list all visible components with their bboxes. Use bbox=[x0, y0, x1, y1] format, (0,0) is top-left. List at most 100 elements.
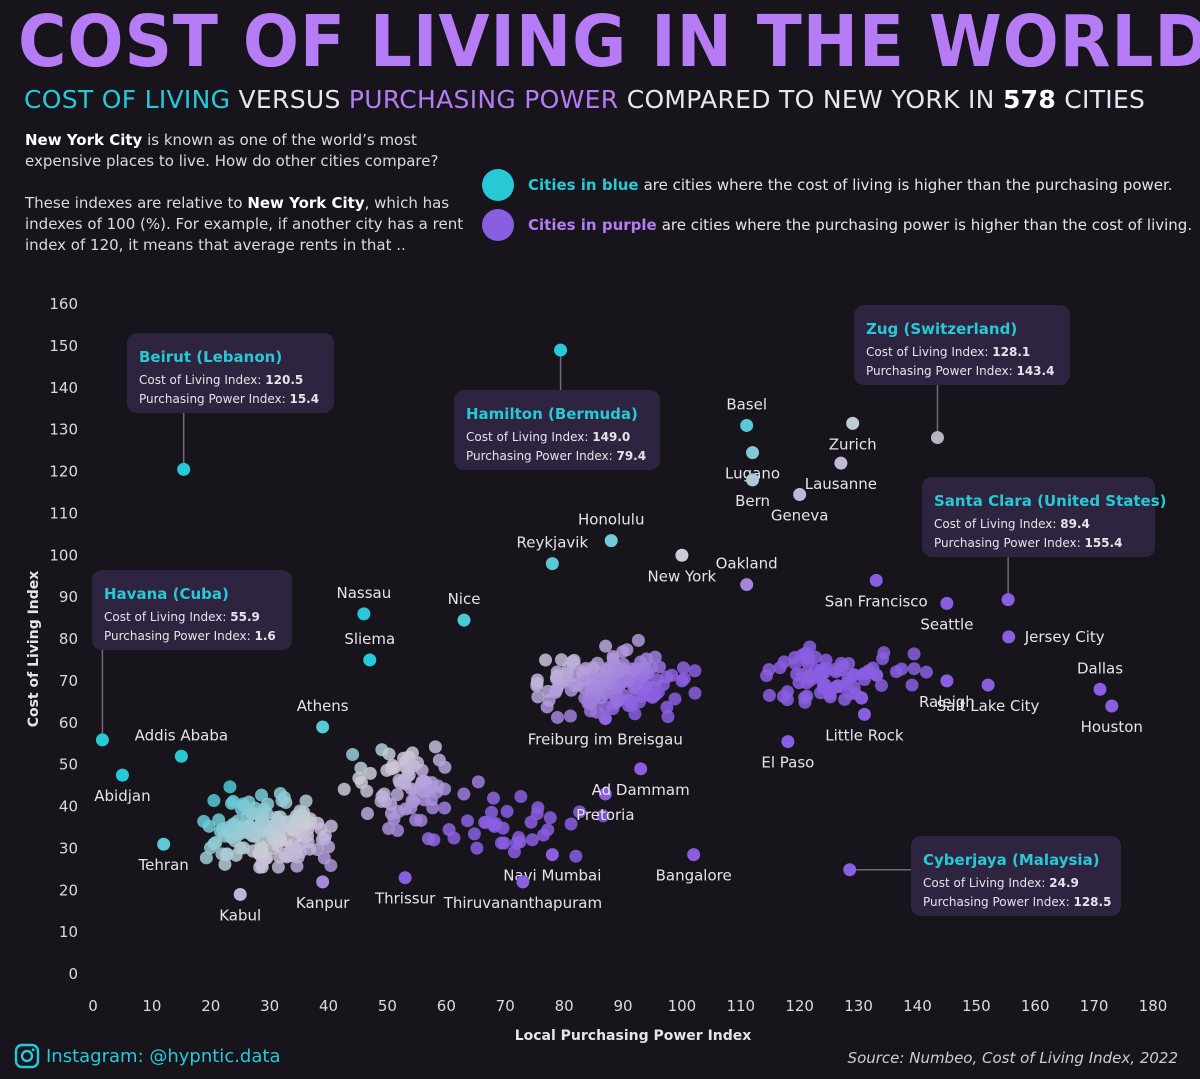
city-label: Lausanne bbox=[805, 475, 877, 493]
city-point bbox=[800, 652, 814, 666]
city-point bbox=[641, 680, 655, 694]
intro-text-2a: These indexes are relative to bbox=[25, 194, 248, 212]
scatter-points bbox=[197, 633, 933, 874]
city-label: San Francisco bbox=[825, 592, 928, 610]
tooltip-power-value: 143.4 bbox=[1016, 364, 1054, 378]
tooltip-box: Hamilton (Bermuda) Cost of Living Index: … bbox=[454, 390, 660, 470]
city-point bbox=[855, 691, 869, 705]
city-point bbox=[907, 662, 921, 676]
tooltip-box: Beirut (Lebanon) Cost of Living Index: 12… bbox=[127, 333, 334, 413]
x-tick-label: 30 bbox=[260, 997, 279, 1015]
city-point bbox=[616, 662, 630, 676]
tooltip-title: Hamilton (Bermuda) bbox=[466, 405, 638, 423]
city-point bbox=[316, 875, 330, 889]
city-label: Athens bbox=[297, 697, 349, 715]
tooltip-cost-label: Cost of Living Index: bbox=[139, 373, 265, 387]
city-point bbox=[428, 740, 442, 754]
city-point bbox=[554, 653, 568, 667]
subtitle-versus: VERSUS bbox=[238, 85, 341, 114]
city-point bbox=[564, 817, 578, 831]
city-label: Oakland bbox=[716, 555, 778, 573]
instagram-credit[interactable]: Instagram: @hypntic.data bbox=[14, 1043, 280, 1069]
x-tick-label: 50 bbox=[378, 997, 397, 1015]
tooltip-cost-label: Cost of Living Index: bbox=[104, 610, 230, 624]
city-point bbox=[675, 674, 689, 688]
city-point bbox=[337, 782, 351, 796]
city-point bbox=[586, 661, 600, 675]
city-point bbox=[212, 813, 226, 827]
city-label: Bern bbox=[735, 492, 770, 510]
city-point bbox=[494, 836, 508, 850]
tooltip-power-value: 155.4 bbox=[1084, 536, 1122, 550]
city-point bbox=[793, 488, 807, 502]
y-tick-label: 0 bbox=[68, 965, 78, 983]
tooltip-power-label: Purchasing Power Index: bbox=[934, 536, 1084, 550]
city-point bbox=[237, 799, 251, 813]
y-tick-label: 90 bbox=[59, 588, 78, 606]
x-tick-label: 40 bbox=[319, 997, 338, 1015]
city-point bbox=[843, 687, 857, 701]
legend-blue-text: are cities where the cost of living is h… bbox=[643, 176, 1173, 194]
city-point bbox=[746, 473, 760, 487]
city-point bbox=[760, 669, 774, 683]
city-point bbox=[442, 823, 456, 837]
city-point bbox=[777, 655, 791, 669]
city-point bbox=[566, 669, 580, 683]
city-point bbox=[255, 841, 269, 855]
city-point bbox=[616, 645, 630, 659]
city-point bbox=[255, 860, 269, 874]
tooltip-cost-value: 120.5 bbox=[265, 373, 303, 387]
city-point bbox=[316, 720, 330, 734]
city-point bbox=[866, 661, 880, 675]
city-point bbox=[688, 664, 702, 678]
y-tick-label: 100 bbox=[49, 546, 78, 564]
tooltip-title: Havana (Cuba) bbox=[104, 585, 229, 603]
city-point bbox=[801, 669, 815, 683]
tooltip-cost: Cost of Living Index: 89.4 bbox=[934, 517, 1090, 531]
city-point bbox=[634, 762, 648, 776]
city-point bbox=[814, 663, 828, 677]
city-point bbox=[857, 707, 871, 721]
city-point bbox=[290, 859, 304, 873]
x-tick-label: 150 bbox=[962, 997, 991, 1015]
city-point bbox=[651, 685, 665, 699]
tooltip-background bbox=[911, 836, 1121, 916]
city-point bbox=[842, 657, 856, 671]
city-point bbox=[611, 694, 625, 708]
y-tick-label: 150 bbox=[49, 337, 78, 355]
page-subtitle: COST OF LIVING VERSUS PURCHASING POWER C… bbox=[24, 85, 1145, 114]
y-tick-label: 160 bbox=[49, 295, 78, 313]
legend-blue-dot-icon bbox=[482, 169, 514, 201]
tooltip-background bbox=[454, 390, 660, 470]
city-point bbox=[803, 640, 817, 654]
city-label: New York bbox=[648, 567, 717, 585]
y-tick-label: 70 bbox=[59, 672, 78, 690]
tooltip-cost-label: Cost of Living Index: bbox=[923, 876, 1049, 890]
city-point bbox=[223, 780, 237, 794]
city-point bbox=[457, 613, 471, 627]
city-point bbox=[457, 787, 471, 801]
tooltip-background bbox=[922, 477, 1155, 557]
city-label: Addis Ababa bbox=[135, 726, 228, 744]
tooltip-power-value: 128.5 bbox=[1073, 895, 1111, 909]
city-label: Kabul bbox=[219, 906, 261, 924]
city-label: Bangalore bbox=[656, 867, 732, 885]
city-point bbox=[314, 822, 328, 836]
city-point bbox=[398, 777, 412, 791]
instagram-handle: Instagram: @hypntic.data bbox=[46, 1045, 281, 1067]
city-point bbox=[895, 662, 909, 676]
city-point bbox=[604, 534, 618, 548]
city-point bbox=[798, 695, 812, 709]
city-label: Kanpur bbox=[296, 894, 350, 912]
city-point bbox=[280, 850, 294, 864]
city-point bbox=[233, 887, 247, 901]
city-point bbox=[500, 804, 514, 818]
city-point bbox=[487, 818, 501, 832]
city-point bbox=[940, 596, 954, 610]
y-tick-label: 140 bbox=[49, 379, 78, 397]
city-point bbox=[271, 860, 285, 874]
tooltip-box: Havana (Cuba) Cost of Living Index: 55.9 P… bbox=[92, 570, 292, 650]
city-point bbox=[317, 851, 331, 865]
x-tick-label: 10 bbox=[142, 997, 161, 1015]
tooltip-cost-label: Cost of Living Index: bbox=[866, 345, 992, 359]
